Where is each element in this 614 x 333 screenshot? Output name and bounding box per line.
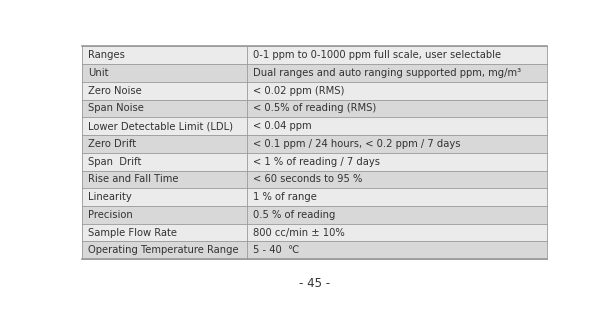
Text: < 0.1 ppm / 24 hours, < 0.2 ppm / 7 days: < 0.1 ppm / 24 hours, < 0.2 ppm / 7 days — [253, 139, 460, 149]
Bar — [82, 188, 247, 206]
Text: Span Noise: Span Noise — [88, 104, 144, 114]
Bar — [247, 153, 547, 170]
Bar — [247, 46, 547, 64]
Text: Zero Drift: Zero Drift — [88, 139, 136, 149]
Text: Zero Noise: Zero Noise — [88, 86, 142, 96]
Text: Unit: Unit — [88, 68, 109, 78]
Text: Sample Flow Rate: Sample Flow Rate — [88, 227, 177, 237]
Bar — [247, 188, 547, 206]
Text: < 60 seconds to 95 %: < 60 seconds to 95 % — [253, 174, 362, 184]
Bar — [82, 46, 247, 64]
Text: < 0.5% of reading (RMS): < 0.5% of reading (RMS) — [253, 104, 376, 114]
Bar — [247, 224, 547, 241]
Bar — [247, 170, 547, 188]
Bar — [82, 135, 247, 153]
Bar — [247, 241, 547, 259]
Text: Operating Temperature Range: Operating Temperature Range — [88, 245, 239, 255]
Text: Precision: Precision — [88, 210, 133, 220]
Text: Linearity: Linearity — [88, 192, 132, 202]
Bar — [82, 170, 247, 188]
Bar — [247, 64, 547, 82]
Text: < 1 % of reading / 7 days: < 1 % of reading / 7 days — [253, 157, 380, 166]
Bar — [247, 117, 547, 135]
Text: 0-1 ppm to 0-1000 ppm full scale, user selectable: 0-1 ppm to 0-1000 ppm full scale, user s… — [253, 50, 501, 60]
Bar — [82, 117, 247, 135]
Text: 1 % of range: 1 % of range — [253, 192, 317, 202]
Text: Span  Drift: Span Drift — [88, 157, 142, 166]
Bar — [82, 100, 247, 117]
Bar — [82, 224, 247, 241]
Bar — [247, 135, 547, 153]
Text: Rise and Fall Time: Rise and Fall Time — [88, 174, 179, 184]
Text: < 0.04 ppm: < 0.04 ppm — [253, 121, 312, 131]
Bar — [247, 100, 547, 117]
Bar — [82, 241, 247, 259]
Text: - 45 -: - 45 - — [299, 277, 330, 290]
Bar — [82, 64, 247, 82]
Text: 5 - 40  ℃: 5 - 40 ℃ — [253, 245, 299, 255]
Text: 0.5 % of reading: 0.5 % of reading — [253, 210, 335, 220]
Bar — [82, 206, 247, 224]
Bar — [247, 206, 547, 224]
Text: 800 cc/min ± 10%: 800 cc/min ± 10% — [253, 227, 345, 237]
Bar — [82, 82, 247, 100]
Bar — [247, 82, 547, 100]
Text: Dual ranges and auto ranging supported ppm, mg/m³: Dual ranges and auto ranging supported p… — [253, 68, 521, 78]
Bar — [82, 153, 247, 170]
Text: Ranges: Ranges — [88, 50, 125, 60]
Text: Lower Detectable Limit (LDL): Lower Detectable Limit (LDL) — [88, 121, 233, 131]
Text: < 0.02 ppm (RMS): < 0.02 ppm (RMS) — [253, 86, 344, 96]
